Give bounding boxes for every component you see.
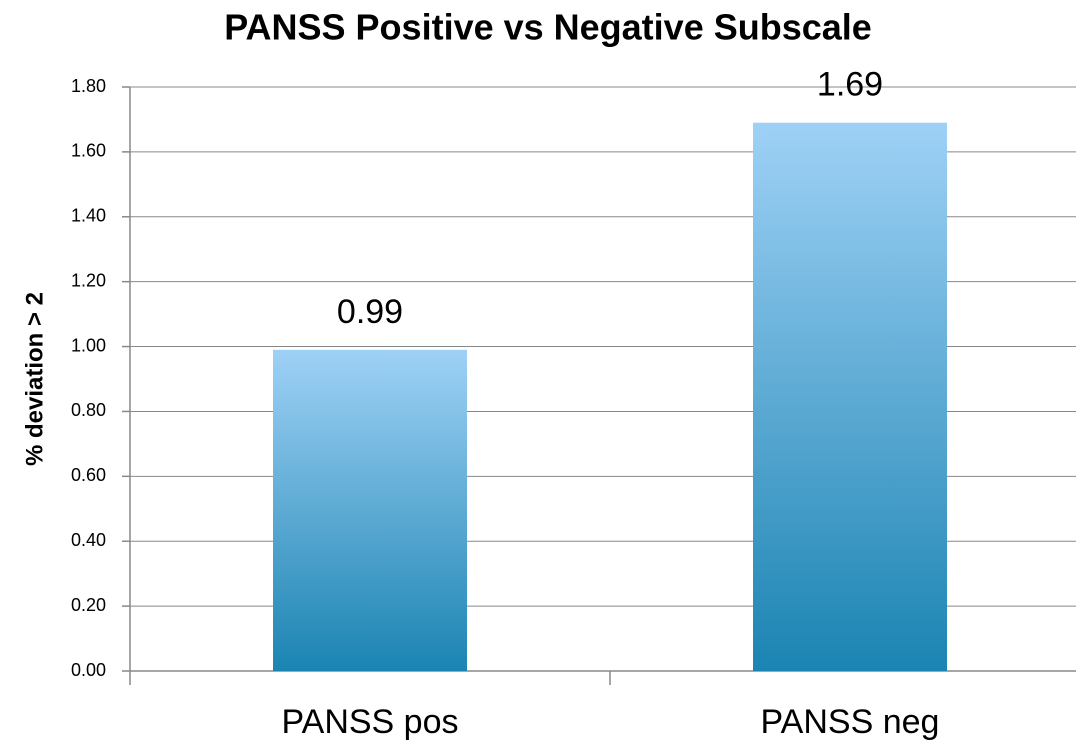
bar: [273, 349, 467, 671]
y-tick-label: 1.60: [71, 141, 106, 161]
y-tick-label: 0.20: [71, 595, 106, 615]
data-label: 1.69: [817, 66, 883, 104]
chart-title: PANSS Positive vs Negative Subscale: [224, 7, 872, 48]
x-tick-label: PANSS pos: [281, 703, 458, 741]
bar: [753, 122, 947, 671]
y-tick-label: 0.00: [71, 660, 106, 680]
data-label: 0.99: [337, 293, 403, 331]
x-tick-label: PANSS neg: [761, 703, 940, 741]
y-tick-label: 0.60: [71, 465, 106, 485]
y-tick-label: 1.40: [71, 206, 106, 226]
y-tick-label: 0.80: [71, 400, 106, 420]
y-tick-label: 1.80: [71, 76, 106, 96]
y-tick-label: 1.20: [71, 270, 106, 290]
y-axis-label: % deviation > 2: [21, 292, 48, 466]
y-tick-label: 1.00: [71, 335, 106, 355]
y-tick-label: 0.40: [71, 530, 106, 550]
